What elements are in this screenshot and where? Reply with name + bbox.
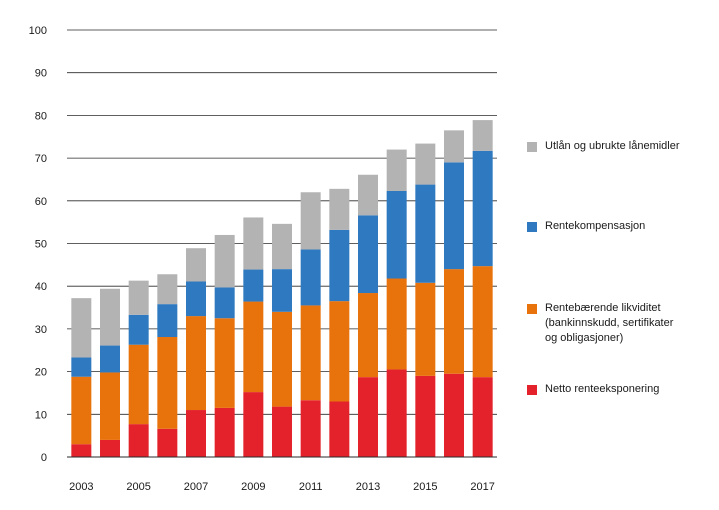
bar-2010-series-1 bbox=[272, 311, 292, 407]
bar-2003-series-1 bbox=[71, 376, 92, 445]
bar-2010-series-3 bbox=[272, 223, 292, 270]
y-tick-label: 60 bbox=[35, 196, 47, 208]
bar-2009-series-2 bbox=[243, 269, 264, 302]
x-tick-label: 2017 bbox=[470, 481, 494, 493]
bar-2003-series-2 bbox=[71, 357, 92, 377]
bar-2017-series-2 bbox=[472, 150, 493, 267]
legend-item: Utlån og ubrukte lånemidler bbox=[527, 139, 715, 154]
bar-2013-series-1 bbox=[358, 293, 378, 378]
bar-2017-series-0 bbox=[472, 377, 493, 457]
bar-2010-series-2 bbox=[272, 269, 292, 312]
bar-2005-series-1 bbox=[128, 344, 149, 425]
x-tick-label: 2003 bbox=[69, 481, 93, 493]
bar-2015-series-0 bbox=[415, 375, 436, 457]
legend-item: Rentebærende likviditet (bankinnskudd, s… bbox=[527, 301, 715, 346]
bar-2007-series-3 bbox=[186, 248, 206, 282]
x-tick-label: 2007 bbox=[184, 481, 208, 493]
bar-2007-series-2 bbox=[186, 281, 206, 317]
bar-2007-series-1 bbox=[186, 316, 206, 411]
bar-2016-series-1 bbox=[444, 269, 464, 374]
bar-2006-series-0 bbox=[157, 428, 178, 457]
bar-2012-series-2 bbox=[329, 229, 350, 302]
bar-2012-series-0 bbox=[329, 401, 350, 457]
x-tick-label: 2011 bbox=[299, 481, 323, 493]
legend-label: Rentekompensasjon bbox=[545, 220, 646, 232]
legend-item: Netto renteeksponering bbox=[527, 382, 715, 397]
legend-label: Rentebærende likviditet (bankinnskudd, s… bbox=[545, 302, 674, 344]
bar-2008-series-0 bbox=[214, 407, 235, 457]
legend-swatch bbox=[527, 385, 537, 395]
bar-2016-series-0 bbox=[444, 373, 464, 457]
x-tick-label: 2005 bbox=[126, 481, 150, 493]
y-tick-label: 10 bbox=[35, 409, 47, 421]
bar-2008-series-2 bbox=[214, 287, 235, 319]
bar-2011-series-1 bbox=[300, 305, 321, 401]
y-tick-label: 40 bbox=[35, 281, 47, 293]
bar-2015-series-2 bbox=[415, 184, 436, 283]
legend-swatch bbox=[527, 304, 537, 314]
bar-2007-series-0 bbox=[186, 410, 206, 457]
y-tick-label: 20 bbox=[35, 367, 47, 379]
legend-label: Utlån og ubrukte lånemidler bbox=[545, 140, 680, 152]
bar-2016-series-3 bbox=[444, 130, 464, 163]
bar-2008-series-3 bbox=[214, 234, 235, 288]
bar-2004-series-3 bbox=[100, 288, 120, 346]
bar-2013-series-2 bbox=[358, 215, 378, 294]
x-tick-label: 2013 bbox=[356, 481, 380, 493]
bar-2008-series-1 bbox=[214, 318, 235, 408]
bar-2011-series-2 bbox=[300, 249, 321, 306]
y-tick-label: 50 bbox=[35, 239, 47, 251]
bar-2014-series-1 bbox=[386, 278, 407, 370]
bar-2005-series-3 bbox=[128, 280, 149, 315]
bar-2011-series-0 bbox=[300, 400, 321, 457]
x-tick-label: 2015 bbox=[413, 481, 437, 493]
bar-2009-series-1 bbox=[243, 301, 264, 393]
bar-2009-series-0 bbox=[243, 392, 264, 457]
bar-2003-series-0 bbox=[71, 444, 92, 457]
legend-swatch bbox=[527, 142, 537, 152]
bar-2005-series-2 bbox=[128, 314, 149, 345]
bar-2016-series-2 bbox=[444, 162, 464, 270]
legend: Utlån og ubrukte lånemidler Rentekompensa… bbox=[527, 0, 717, 510]
legend-swatch bbox=[527, 222, 537, 232]
bar-2006-series-2 bbox=[157, 304, 178, 338]
bar-2014-series-2 bbox=[386, 190, 407, 279]
bar-2005-series-0 bbox=[128, 424, 149, 457]
y-tick-label: 70 bbox=[35, 153, 47, 165]
bar-2003-series-3 bbox=[71, 298, 92, 358]
bar-2015-series-3 bbox=[415, 143, 436, 185]
bar-2012-series-3 bbox=[329, 188, 350, 230]
bar-2014-series-3 bbox=[386, 149, 407, 191]
bar-2017-series-3 bbox=[472, 120, 493, 151]
bar-2004-series-1 bbox=[100, 372, 120, 440]
bar-2017-series-1 bbox=[472, 266, 493, 378]
bar-2004-series-0 bbox=[100, 439, 120, 457]
bar-2012-series-1 bbox=[329, 301, 350, 402]
x-tick-label: 2009 bbox=[241, 481, 265, 493]
y-tick-label: 90 bbox=[35, 68, 47, 80]
legend-label: Netto renteeksponering bbox=[545, 383, 660, 395]
legend-item: Rentekompensasjon bbox=[527, 219, 715, 234]
y-tick-label: 80 bbox=[35, 110, 47, 122]
bar-2009-series-3 bbox=[243, 217, 264, 270]
bar-2006-series-1 bbox=[157, 337, 178, 429]
bar-2006-series-3 bbox=[157, 274, 178, 305]
y-tick-label: 0 bbox=[41, 452, 47, 464]
bar-2010-series-0 bbox=[272, 406, 292, 457]
y-tick-label: 100 bbox=[29, 25, 47, 37]
bar-2013-series-0 bbox=[358, 377, 378, 457]
bar-2014-series-0 bbox=[386, 369, 407, 457]
bar-2004-series-2 bbox=[100, 345, 120, 373]
bar-2011-series-3 bbox=[300, 192, 321, 250]
bar-2015-series-1 bbox=[415, 282, 436, 376]
bar-2013-series-3 bbox=[358, 174, 378, 216]
y-tick-label: 30 bbox=[35, 324, 47, 336]
